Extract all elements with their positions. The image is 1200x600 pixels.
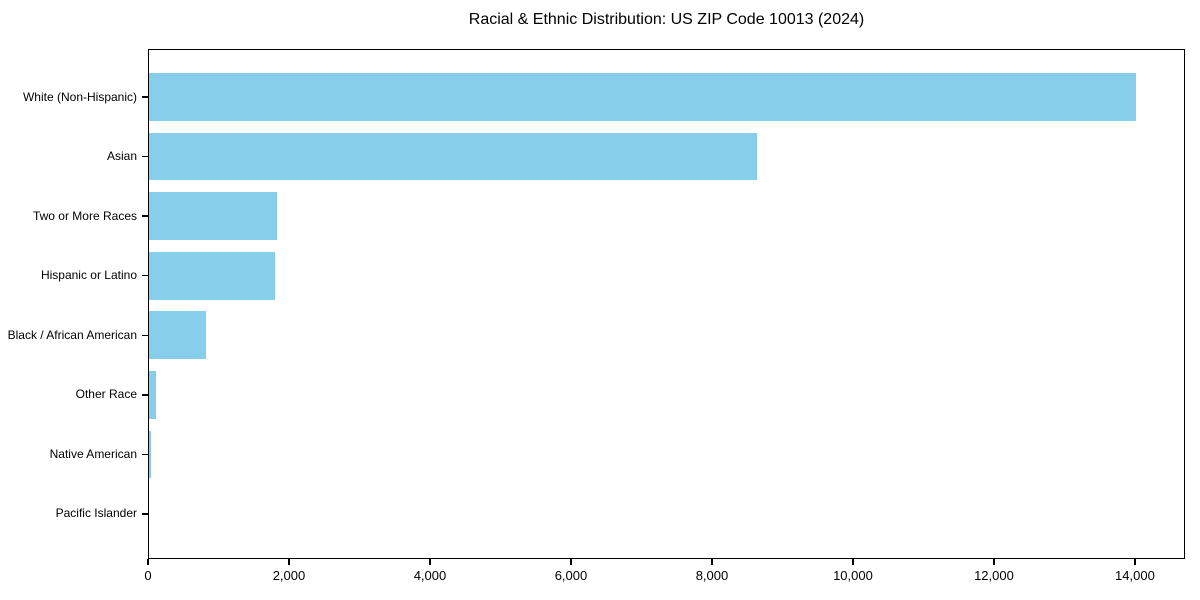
x-tick-label: 4,000: [413, 568, 447, 583]
x-tick-label: 10,000: [833, 568, 873, 583]
x-tick-label: 8,000: [695, 568, 729, 583]
x-tick-label: 12,000: [974, 568, 1014, 583]
x-tick-mark: [147, 559, 149, 565]
plot-area: [148, 49, 1185, 559]
bar-two-or-more-races: [148, 192, 277, 240]
y-axis-label: Pacific Islander: [55, 506, 137, 521]
bar-asian: [148, 132, 758, 181]
x-tick-mark: [993, 559, 995, 565]
y-axis-label: Hispanic or Latino: [40, 268, 137, 283]
y-axis-label: White (Non-Hispanic): [22, 89, 137, 104]
x-tick-mark: [1134, 559, 1136, 565]
y-axis-label: Asian: [106, 149, 137, 164]
bar-hispanic-or-latino: [148, 251, 275, 300]
y-tick-mark: [141, 453, 148, 456]
bar-black-african-american: [148, 311, 206, 360]
y-tick-mark: [141, 513, 148, 515]
x-tick-label: 6,000: [554, 568, 588, 583]
y-axis-label: Native American: [49, 446, 137, 461]
y-tick-mark: [141, 155, 148, 158]
bar-native-american: [148, 430, 152, 479]
y-tick-mark: [141, 215, 148, 217]
y-tick-mark: [141, 96, 148, 98]
y-axis-label: Two or More Races: [32, 208, 137, 223]
x-tick-label: 2,000: [272, 568, 306, 583]
x-tick-label: 14,000: [1115, 568, 1155, 583]
y-tick-mark: [141, 274, 148, 277]
y-axis-label: Other Race: [75, 387, 137, 402]
x-tick-mark: [288, 559, 290, 565]
y-axis-label: Black / African American: [7, 327, 137, 342]
x-tick-label: 0: [144, 568, 152, 583]
x-tick-mark: [570, 559, 572, 565]
y-tick-mark: [141, 334, 148, 337]
x-tick-mark: [711, 559, 713, 565]
bar-other-race: [148, 371, 157, 419]
y-tick-mark: [141, 394, 148, 396]
x-tick-mark: [429, 559, 431, 565]
bar-white-non-hispanic: [148, 73, 1136, 121]
x-tick-mark: [852, 559, 854, 565]
chart-title: Racial & Ethnic Distribution: US ZIP Cod…: [468, 11, 865, 28]
